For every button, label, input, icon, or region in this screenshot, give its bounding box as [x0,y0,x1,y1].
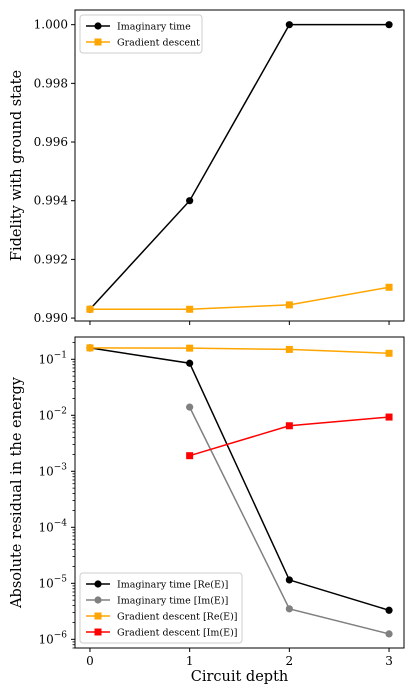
legend-marker [94,612,102,620]
data-point [285,605,293,613]
legend-item: Imaginary time [Im(E)] [86,596,228,607]
plot-frame [74,336,405,649]
y-tick-label: 1.000 [34,18,68,32]
x-tick-label: 0 [86,654,94,668]
x-axis-ticks: 0 1 2 3 [86,648,393,668]
data-point [186,452,194,460]
x-axis-label: Circuit depth [191,669,289,685]
legend-label: Gradient descent [117,38,200,49]
series-imaginary-time-re-e [86,344,393,614]
data-point [385,349,393,357]
y-axis-label: Fidelity with ground state [9,70,25,261]
y-tick-base: 10 [38,576,53,590]
y-tick-base: 10 [38,464,53,478]
data-point [285,301,293,309]
legend-label: Gradient descent [Re(E)] [117,612,238,623]
legend-marker [94,596,102,604]
y-tick-label: 0.994 [34,194,69,208]
y-tick-label: 10−1 [38,350,67,366]
y-tick-label: 10−5 [38,574,67,590]
y-tick-exponent: −1 [54,350,67,360]
x-tick-label: 2 [286,654,294,668]
series-line [89,347,390,611]
y-tick-label: 10−6 [38,630,67,646]
series-imaginary-time-im-e [186,403,393,638]
fidelity-chart: 0.990 0.992 0.994 0.996 0.998 1.000 Fidelity w… [9,9,405,325]
legend-label: Gradient descent [Im(E)] [117,628,238,639]
data-point [285,422,293,430]
series-line [89,286,390,311]
data-point [186,344,194,352]
data-point [285,345,293,353]
y-axis-ticks: 0.990 0.992 0.994 0.996 0.998 1.000 [34,18,75,325]
legend-item: Gradient descent [Re(E)] [86,612,238,623]
y-tick-label: 10−3 [38,462,67,478]
series-gradient-descent-im-e [186,413,393,460]
series-line [89,23,390,310]
y-tick-exponent: −3 [54,462,68,472]
data-point [385,630,393,638]
legend-label: Imaginary time [Im(E)] [117,596,228,607]
legend: Imaginary time Gradient descent [79,14,203,54]
data-point [186,403,194,411]
y-tick-exponent: −5 [54,574,68,584]
plot-frame [74,9,405,322]
legend-frame [79,572,243,644]
y-tick-label: 0.996 [34,135,68,149]
y-tick-base: 10 [38,352,53,366]
legend-item: Imaginary time [86,22,191,33]
legend-marker [94,580,102,588]
legend-label: Imaginary time [117,22,191,33]
series-imaginary-time [86,21,393,313]
data-point [285,21,293,29]
data-point [186,197,194,205]
y-tick-base: 10 [38,632,53,646]
data-point [385,21,393,29]
legend-item: Imaginary time [Re(E)] [86,580,228,591]
data-point [186,359,194,367]
y-tick-base: 10 [38,408,53,422]
series-line [89,347,390,355]
y-tick-exponent: −2 [54,406,67,416]
legend: Imaginary time [Re(E)] Imaginary time [Im… [79,572,243,644]
data-point [385,606,393,614]
x-tick-label: 3 [385,654,393,668]
y-tick-label: 0.990 [34,311,68,325]
legend-item: Gradient descent [Im(E)] [86,628,238,639]
data-point [385,283,393,291]
y-axis-ticks: 10−110−210−310−410−510−6 [38,342,75,649]
data-point [86,305,94,313]
legend-frame [79,14,203,54]
series-gradient-descent-re-e [86,344,393,357]
legend-item: Gradient descent [86,38,200,49]
y-tick-label: 10−4 [38,518,67,534]
series-gradient-descent [86,283,393,313]
y-tick-exponent: −6 [54,630,68,640]
x-tick-label: 1 [186,654,194,668]
data-point [186,305,194,313]
legend-label: Imaginary time [Re(E)] [117,580,228,591]
y-tick-label: 10−2 [38,406,67,422]
x-axis-ticks [89,321,390,325]
y-tick-label: 0.992 [34,252,68,266]
y-tick-label: 0.998 [34,76,68,90]
y-tick-base: 10 [38,520,53,534]
legend-marker [94,22,102,30]
data-point [285,576,293,584]
legend-marker [94,38,102,46]
data-point [86,344,94,352]
y-tick-exponent: −4 [54,518,68,528]
legend-marker [94,628,102,636]
data-point [385,413,393,421]
y-axis-label: Absolute residual in the energy [9,376,25,609]
